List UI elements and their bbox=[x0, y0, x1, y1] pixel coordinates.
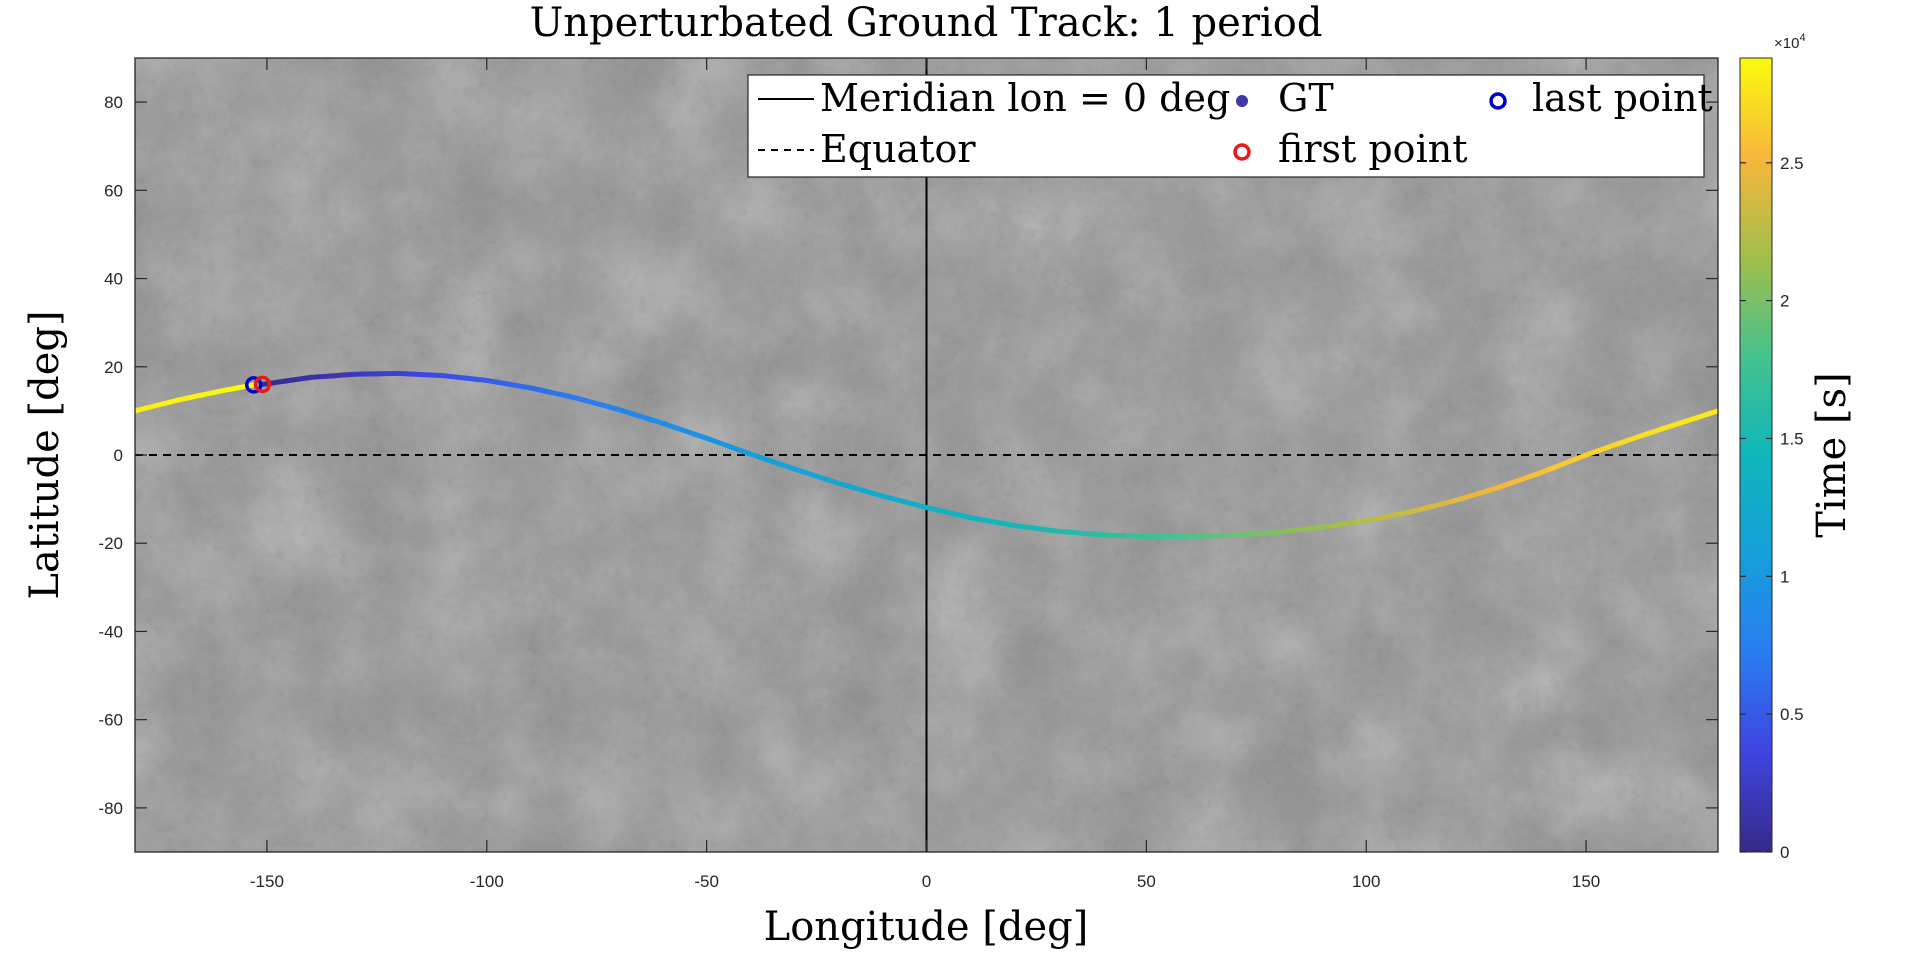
x-tick-label: -150 bbox=[250, 872, 284, 891]
x-tick-label: 0 bbox=[922, 872, 931, 891]
legend-last-point-swatch bbox=[1489, 92, 1507, 110]
colorbar-tick-label: 1 bbox=[1780, 567, 1789, 586]
ground-track bbox=[135, 370, 1718, 540]
colorbar: 0 0.5 1 1.5 2 2.5 ×104 Time [s] bbox=[1739, 32, 1855, 862]
x-tick-label: 50 bbox=[1137, 872, 1156, 891]
legend-last-point-label: last point bbox=[1532, 76, 1713, 120]
colorbar-tick-label: 2 bbox=[1780, 292, 1789, 311]
colorbar-tick-label: 0.5 bbox=[1780, 705, 1804, 724]
legend-first-point-swatch bbox=[1233, 143, 1251, 161]
legend-meridian-label: Meridian lon = 0 deg bbox=[820, 76, 1230, 120]
y-tick-label: 20 bbox=[104, 358, 123, 377]
colorbar-tick-label: 1.5 bbox=[1780, 429, 1804, 448]
y-tick-label: -20 bbox=[98, 534, 123, 553]
last-point-marker bbox=[244, 376, 263, 394]
legend: Meridian lon = 0 deg Equator GT first po… bbox=[747, 74, 1713, 178]
y-tick-label: 0 bbox=[114, 446, 123, 465]
x-tick-label: -50 bbox=[694, 872, 719, 891]
y-tick-label: -40 bbox=[98, 622, 123, 641]
y-tick-label: 60 bbox=[104, 181, 123, 200]
y-tick-label: -60 bbox=[98, 711, 123, 730]
legend-gt-swatch bbox=[1236, 95, 1248, 107]
colorbar-tick-label: 2.5 bbox=[1780, 154, 1804, 173]
legend-gt-label: GT bbox=[1278, 76, 1334, 120]
colorbar-label: Time [s] bbox=[1809, 372, 1855, 538]
colorbar-tick-label: 0 bbox=[1780, 843, 1789, 862]
y-tick-label: 40 bbox=[104, 270, 123, 289]
y-axis-label: Latitude [deg] bbox=[22, 310, 68, 599]
legend-equator-label: Equator bbox=[820, 127, 976, 171]
colorbar-exponent: ×104 bbox=[1774, 32, 1806, 52]
x-tick-label: -100 bbox=[470, 872, 504, 891]
legend-first-point-label: first point bbox=[1278, 127, 1467, 171]
y-tick-label: -80 bbox=[98, 799, 123, 818]
x-axis-label: Longitude [deg] bbox=[764, 904, 1089, 950]
ground-track-segment bbox=[1704, 408, 1718, 417]
first-point-marker bbox=[253, 375, 272, 394]
colorbar-gradient bbox=[1739, 57, 1773, 853]
y-tick-label: 80 bbox=[104, 93, 123, 112]
chart-title: Unperturbated Ground Track: 1 period bbox=[530, 0, 1323, 46]
x-tick-label: 100 bbox=[1352, 872, 1380, 891]
x-tick-label: 150 bbox=[1572, 872, 1600, 891]
